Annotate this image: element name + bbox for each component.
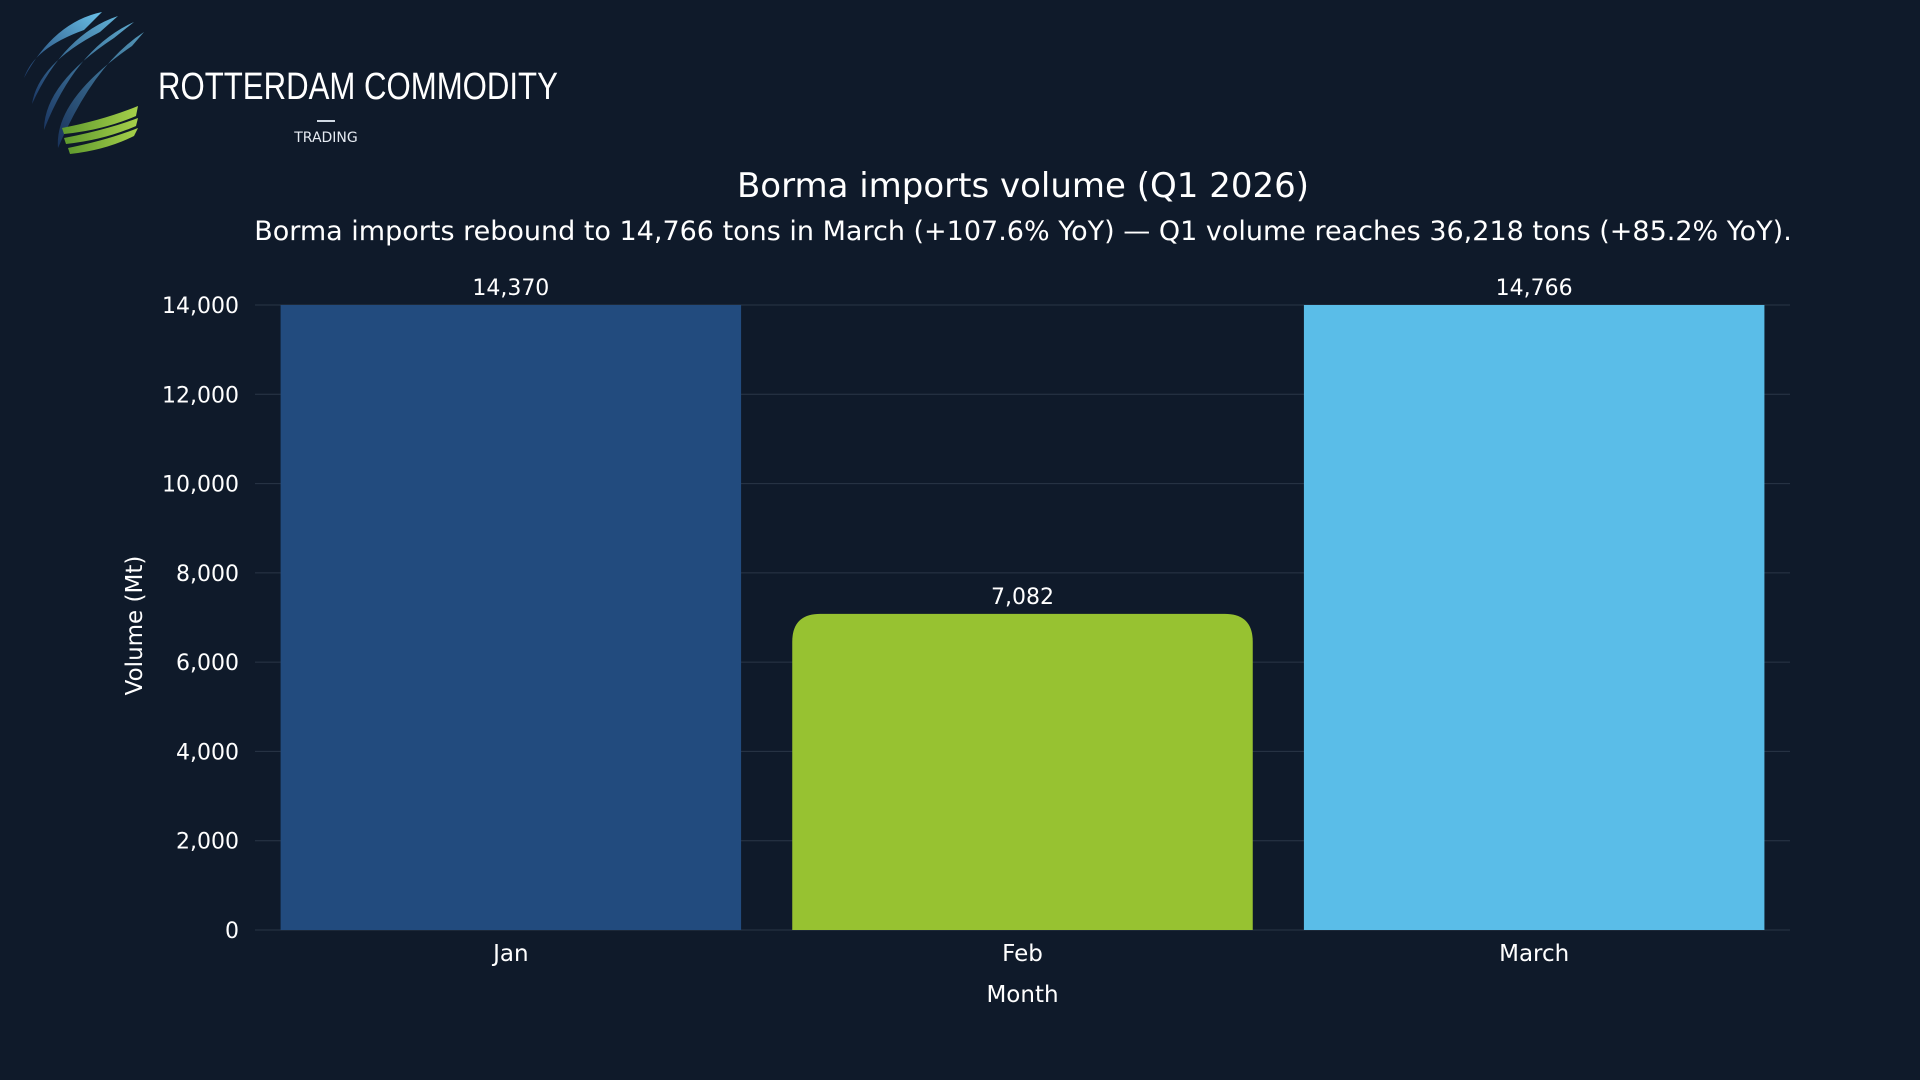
brand-name: ROTTERDAM COMMODITY bbox=[158, 66, 558, 108]
data-label: 14,766 bbox=[1496, 276, 1573, 301]
data-label: 7,082 bbox=[991, 585, 1054, 610]
data-label: 14,370 bbox=[472, 276, 549, 301]
x-tick-label: Jan bbox=[491, 941, 528, 967]
y-tick-label: 14,000 bbox=[162, 294, 239, 319]
x-axis-title: Month bbox=[986, 982, 1058, 1008]
y-tick-label: 10,000 bbox=[162, 473, 239, 498]
data-labels: 14,370 7,082 14,766 bbox=[472, 276, 1572, 610]
bars bbox=[280, 305, 1765, 930]
bar-feb bbox=[792, 613, 1253, 930]
y-tick-label: 0 bbox=[225, 919, 239, 944]
y-tick-label: 8,000 bbox=[176, 562, 239, 587]
y-tick-label: 12,000 bbox=[162, 383, 239, 408]
y-axis-title: Volume (Mt) bbox=[122, 556, 148, 696]
y-axis-ticks: 0 2,000 4,000 6,000 8,000 10,000 12,000 14,000 bbox=[162, 294, 239, 944]
chart-title: Borma imports volume (Q1 2026) bbox=[736, 166, 1310, 206]
x-tick-label: Feb bbox=[1002, 941, 1043, 967]
logo-mark-icon bbox=[24, 12, 144, 154]
y-tick-label: 4,000 bbox=[176, 740, 239, 765]
brand-divider bbox=[317, 120, 335, 122]
bar-jan bbox=[280, 305, 742, 930]
brand-logo: ROTTERDAM COMMODITY TRADING bbox=[14, 8, 558, 158]
bar-march bbox=[1303, 305, 1765, 930]
x-tick-label: March bbox=[1499, 941, 1569, 967]
x-axis-ticks: Jan Feb March bbox=[491, 941, 1569, 967]
brand-tagline: TRADING bbox=[294, 130, 358, 146]
y-tick-label: 2,000 bbox=[176, 830, 239, 855]
y-tick-label: 6,000 bbox=[176, 651, 239, 676]
chart-subtitle: Borma imports rebound to 14,766 tons in … bbox=[254, 216, 1792, 247]
